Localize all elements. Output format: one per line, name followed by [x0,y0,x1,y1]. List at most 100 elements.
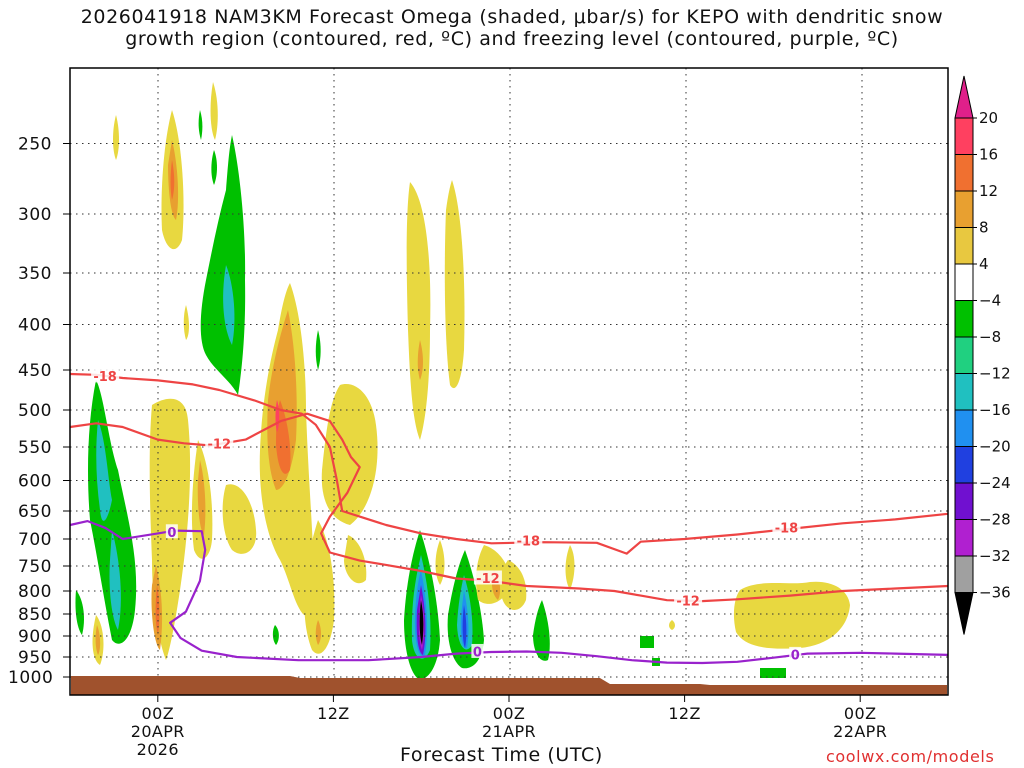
x-axis-label: Forecast Time (UTC) [400,744,603,766]
shaded-omega-field [75,82,850,680]
y-tick-label: 300 [18,205,52,225]
contour-label-bg [91,368,120,383]
omega-shade-green [272,625,279,645]
contour-label-bg [674,593,703,608]
colorbar-segment [954,519,974,557]
colorbar-label: −20 [979,438,1011,456]
colorbar-label: 4 [979,255,989,273]
omega-shade-yellow [669,620,675,630]
omega-negative-shading [75,110,786,680]
omega-shade-green [75,590,84,635]
y-tick-label: 700 [18,530,52,550]
contour-label-bg [205,436,234,451]
y-tick-label: 650 [18,502,52,522]
ground-terrain [71,676,947,695]
colorbar-label: −4 [979,292,1001,310]
colorbar-segment [954,190,974,228]
omega-shade-teal [223,265,235,345]
title-line-2: growth region (contoured, red, ºC) and f… [125,28,899,50]
contour-label-bg [165,524,178,539]
contour-label: -18 [775,521,799,536]
x-tick-year: 2026 [137,740,179,759]
contour-line-dgz_minus18 [69,372,949,555]
colorbar-segment [954,227,974,265]
contour-label: -18 [517,535,541,550]
temperature-contours: -18 -18 -18 -12 -12 -12 0 0 0 [69,368,949,665]
omega-colorbar: 20 16 12 8 4 −4 −8 −12 −16 −20 −24 −28 −32 −36 [954,75,1011,635]
colorbar-segment [954,154,974,192]
contour-label-bg [471,643,484,658]
chart-title: 2026041918 NAM3KM Forecast Omega (shaded… [0,6,1024,50]
x-tick-label: 00Z [493,704,526,723]
omega-shade-gold [197,460,206,535]
y-tick-label: 750 [18,557,52,577]
contour-label: 0 [473,645,482,660]
omega-shade-gold [95,625,101,655]
colorbar-label: −28 [979,511,1011,529]
omega-shade-yellow [222,484,257,554]
colorbar-segment [954,336,974,374]
y-tick-label: 500 [18,401,52,421]
omega-shade-yellow [304,520,335,654]
colorbar-segment [954,300,974,338]
colorbar-top-arrow [954,75,974,119]
colorbar-label: −16 [979,401,1011,419]
omega-shade-orange [276,400,291,474]
x-tick-label: 12Z [668,704,701,723]
omega-shade-yellow [113,115,119,160]
x-tick-label: 12Z [317,704,350,723]
y-tick-label: 250 [18,135,52,155]
colorbar-bottom-arrow [954,592,974,635]
colorbar-label: 16 [979,146,998,164]
y-tick-label: 850 [18,605,52,625]
colorbar-segment [954,482,974,520]
colorbar-label: 20 [979,109,998,127]
x-tick-label: 00Z [142,704,175,723]
y-tick-label: 600 [18,472,52,492]
omega-shade-teal [109,530,121,630]
omega-shade-green [315,330,321,370]
colorbar-segment [954,409,974,447]
omega-shade-yellow [565,545,575,590]
y-tick-label: 450 [18,361,52,381]
colorbar-label: −32 [979,547,1011,565]
omega-shade-green [640,636,654,648]
omega-shade-green [533,600,550,661]
x-tick-date: 20APR [131,722,185,741]
contour-label: 0 [167,526,176,541]
colorbar-segment [954,263,974,301]
colorbar-label: 8 [979,219,989,237]
colorbar-label: −36 [979,584,1011,602]
omega-shade-yellow [435,540,445,585]
y-tick-label: 900 [18,627,52,647]
omega-shade-teal [96,420,112,521]
y-tick-label: 350 [18,264,52,284]
contour-label: 0 [791,648,800,663]
omega-shade-black [419,600,424,645]
y-tick-label: 400 [18,316,52,336]
colorbar-label: −12 [979,365,1011,383]
omega-shade-yellow [210,82,218,140]
omega-shade-yellow [406,182,431,440]
omega-shade-yellow [183,305,189,340]
omega-shade-yellow [444,180,465,389]
y-tick-label: 1000 [8,668,53,688]
x-tick-date: 21APR [482,722,536,741]
omega-shade-green [211,150,217,185]
colorbar-segment [954,555,974,593]
contour-label-bg [789,646,802,661]
contour-label-bg [514,533,543,548]
colorbar-label: −24 [979,474,1011,492]
contour-label: -12 [676,595,700,610]
y-tick-label: 550 [18,438,52,458]
contour-label: -12 [476,572,500,587]
colorbar-segment [954,117,974,155]
contour-label-bg [473,570,502,585]
colorbar-segment [954,373,974,411]
contour-label: -18 [93,370,117,385]
omega-shade-green [198,110,203,140]
contour-label: -12 [208,438,232,453]
colorbar-label: 12 [979,182,998,200]
